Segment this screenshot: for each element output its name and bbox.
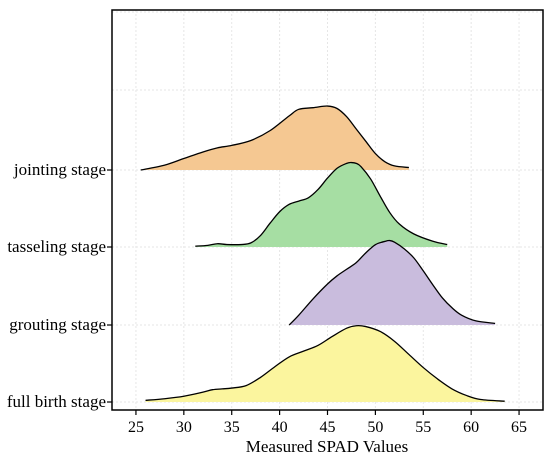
x-tick-label-40: 40 — [272, 419, 288, 436]
ridge-fill-full-birth-stage — [145, 325, 505, 402]
x-tick-label-60: 60 — [463, 419, 479, 436]
x-tick-label-65: 65 — [511, 419, 527, 436]
y-axis: jointing stage tasseling stage grouting st… — [7, 160, 112, 411]
ridge-fill-tasseling-stage — [195, 162, 448, 247]
category-label-grouting-stage: grouting stage — [9, 315, 106, 334]
x-axis: 25 30 35 40 45 50 55 60 65 — [128, 410, 527, 436]
x-tick-label-55: 55 — [415, 419, 431, 436]
ridge-fill-grouting-stage — [289, 240, 496, 325]
x-axis-title: Measured SPAD Values — [246, 437, 408, 456]
x-tick-label-25: 25 — [128, 419, 144, 436]
category-label-full-birth-stage: full birth stage — [7, 392, 106, 411]
density-ridges — [140, 105, 505, 402]
ridge-line-grouting-stage — [288, 239, 496, 326]
ridge-fill-jointing-stage — [140, 106, 409, 170]
category-label-tasseling-stage: tasseling stage — [7, 237, 106, 256]
x-tick-label-45: 45 — [320, 419, 336, 436]
ridge-line-full-birth-stage — [145, 324, 505, 402]
x-tick-label-30: 30 — [176, 419, 192, 436]
x-tick-label-50: 50 — [367, 419, 383, 436]
category-label-jointing-stage: jointing stage — [13, 160, 106, 179]
ridge-line-jointing-stage — [140, 105, 409, 171]
ridge-line-tasseling-stage — [195, 161, 448, 247]
x-tick-label-35: 35 — [224, 419, 240, 436]
